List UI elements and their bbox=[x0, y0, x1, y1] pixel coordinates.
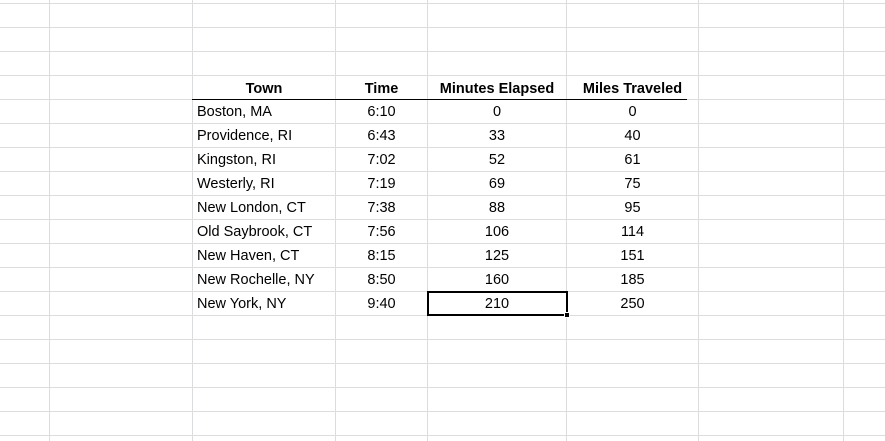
column-header-minutes-elapsed[interactable]: Minutes Elapsed bbox=[428, 76, 566, 99]
cell-time[interactable]: 6:43 bbox=[336, 124, 427, 147]
cell-time[interactable]: 8:50 bbox=[336, 268, 427, 291]
cell-miles-traveled[interactable]: 185 bbox=[567, 268, 698, 291]
gridline-horizontal bbox=[0, 195, 885, 196]
column-header-time[interactable]: Time bbox=[336, 76, 427, 99]
gridline-horizontal bbox=[0, 51, 885, 52]
cell-miles-traveled[interactable]: 0 bbox=[567, 100, 698, 123]
column-header-miles-traveled[interactable]: Miles Traveled bbox=[567, 76, 698, 99]
gridline-horizontal bbox=[0, 339, 885, 340]
gridline-vertical bbox=[843, 0, 844, 441]
gridline-horizontal bbox=[0, 3, 885, 4]
gridline-horizontal bbox=[0, 363, 885, 364]
gridline-horizontal bbox=[0, 171, 885, 172]
cell-miles-traveled[interactable]: 75 bbox=[567, 172, 698, 195]
cell-town[interactable]: New York, NY bbox=[193, 292, 335, 315]
gridline-vertical bbox=[698, 0, 699, 441]
header-underline bbox=[192, 99, 687, 100]
cell-time[interactable]: 9:40 bbox=[336, 292, 427, 315]
cell-miles-traveled[interactable]: 250 bbox=[567, 292, 698, 315]
cell-minutes-elapsed[interactable]: 0 bbox=[428, 100, 566, 123]
cell-minutes-elapsed[interactable]: 52 bbox=[428, 148, 566, 171]
gridline-horizontal bbox=[0, 123, 885, 124]
cell-town[interactable]: Providence, RI bbox=[193, 124, 335, 147]
cell-town[interactable]: Kingston, RI bbox=[193, 148, 335, 171]
cell-miles-traveled[interactable]: 61 bbox=[567, 148, 698, 171]
cell-time[interactable]: 7:02 bbox=[336, 148, 427, 171]
cell-minutes-elapsed[interactable]: 160 bbox=[428, 268, 566, 291]
cell-time[interactable]: 6:10 bbox=[336, 100, 427, 123]
cell-town[interactable]: New London, CT bbox=[193, 196, 335, 219]
cell-minutes-elapsed[interactable]: 106 bbox=[428, 220, 566, 243]
cell-minutes-elapsed[interactable]: 69 bbox=[428, 172, 566, 195]
gridline-vertical bbox=[335, 0, 336, 441]
cell-time[interactable]: 8:15 bbox=[336, 244, 427, 267]
column-header-town[interactable]: Town bbox=[193, 76, 335, 99]
gridline-vertical bbox=[566, 0, 567, 441]
gridline-horizontal bbox=[0, 411, 885, 412]
gridline-horizontal bbox=[0, 243, 885, 244]
gridline-vertical bbox=[192, 0, 193, 441]
fill-handle[interactable] bbox=[564, 312, 570, 318]
cell-time[interactable]: 7:19 bbox=[336, 172, 427, 195]
gridline-horizontal bbox=[0, 219, 885, 220]
gridline-horizontal bbox=[0, 75, 885, 76]
cell-town[interactable]: New Haven, CT bbox=[193, 244, 335, 267]
cell-town[interactable]: New Rochelle, NY bbox=[193, 268, 335, 291]
cell-minutes-elapsed[interactable]: 210 bbox=[428, 292, 566, 315]
gridline-horizontal bbox=[0, 267, 885, 268]
cell-town[interactable]: Old Saybrook, CT bbox=[193, 220, 335, 243]
cell-miles-traveled[interactable]: 95 bbox=[567, 196, 698, 219]
gridline-horizontal bbox=[0, 435, 885, 436]
cell-time[interactable]: 7:56 bbox=[336, 220, 427, 243]
gridline-horizontal bbox=[0, 387, 885, 388]
gridline-vertical bbox=[49, 0, 50, 441]
gridline-vertical bbox=[427, 0, 428, 441]
cell-minutes-elapsed[interactable]: 88 bbox=[428, 196, 566, 219]
cell-town[interactable]: Boston, MA bbox=[193, 100, 335, 123]
cell-miles-traveled[interactable]: 151 bbox=[567, 244, 698, 267]
cell-miles-traveled[interactable]: 114 bbox=[567, 220, 698, 243]
cell-town[interactable]: Westerly, RI bbox=[193, 172, 335, 195]
gridline-horizontal bbox=[0, 147, 885, 148]
cell-miles-traveled[interactable]: 40 bbox=[567, 124, 698, 147]
gridline-horizontal bbox=[0, 27, 885, 28]
cell-minutes-elapsed[interactable]: 33 bbox=[428, 124, 566, 147]
cell-time[interactable]: 7:38 bbox=[336, 196, 427, 219]
selected-cell-border[interactable] bbox=[427, 291, 568, 316]
cell-minutes-elapsed[interactable]: 125 bbox=[428, 244, 566, 267]
